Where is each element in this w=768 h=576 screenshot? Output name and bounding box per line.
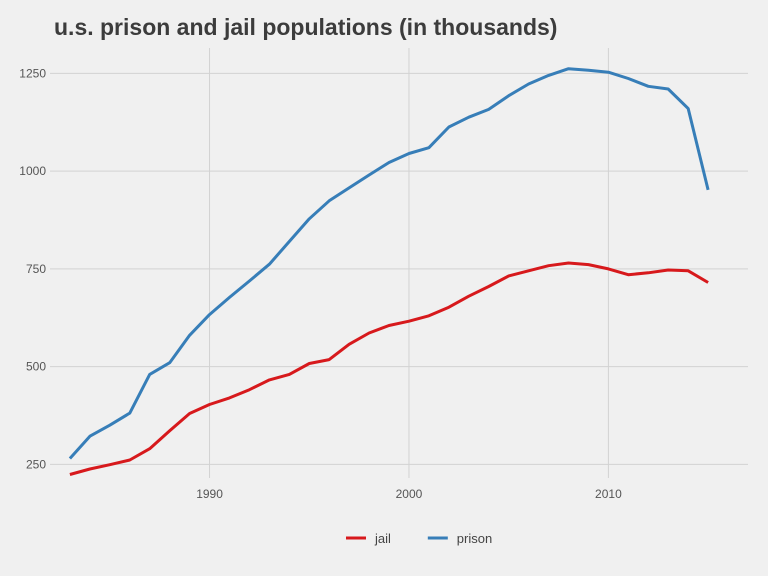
x-tick-label: 1990 xyxy=(196,487,223,501)
y-tick-label: 250 xyxy=(26,457,46,471)
legend: jail prison xyxy=(346,531,492,546)
series-line-prison xyxy=(68,67,710,460)
grid-lines xyxy=(50,48,748,478)
series-lines xyxy=(68,67,710,476)
x-tick-label: 2000 xyxy=(396,487,423,501)
legend-label-prison: prison xyxy=(457,531,492,546)
y-tick-label: 1250 xyxy=(19,66,46,80)
y-tick-label: 1000 xyxy=(19,164,46,178)
axis-tick-labels: 250 500 750 1000 1250 1990 2000 2010 xyxy=(19,66,622,501)
series-line-jail xyxy=(69,261,709,476)
x-tick-label: 2010 xyxy=(595,487,622,501)
y-tick-label: 750 xyxy=(26,262,46,276)
legend-label-jail: jail xyxy=(374,531,391,546)
y-tick-label: 500 xyxy=(26,360,46,374)
chart-title: u.s. prison and jail populations (in tho… xyxy=(54,14,558,40)
